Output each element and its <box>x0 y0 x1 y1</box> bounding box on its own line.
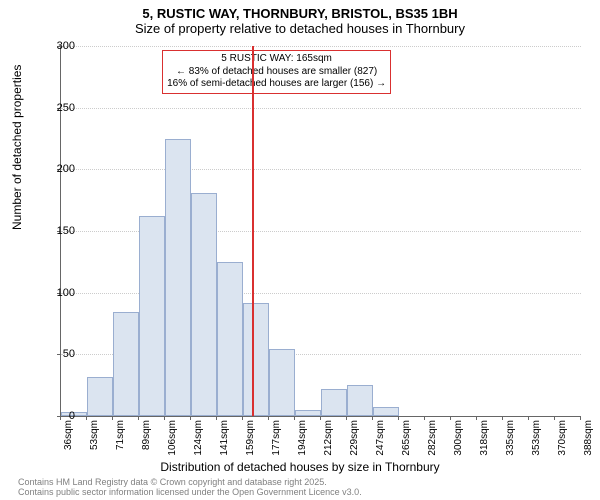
x-tick-mark <box>60 416 61 420</box>
annotation-line3: 16% of semi-detached houses are larger (… <box>167 78 386 91</box>
histogram-bar <box>347 385 373 416</box>
histogram-bar <box>295 410 321 416</box>
x-tick-label: 318sqm <box>479 420 490 456</box>
x-tick-label: 265sqm <box>401 420 412 456</box>
histogram-bar <box>217 262 243 416</box>
chart-title-line1: 5, RUSTIC WAY, THORNBURY, BRISTOL, BS35 … <box>0 0 600 21</box>
y-tick-label: 200 <box>35 163 75 175</box>
x-tick-mark <box>476 416 477 420</box>
x-tick-mark <box>450 416 451 420</box>
x-tick-mark <box>268 416 269 420</box>
y-tick-label: 250 <box>35 102 75 114</box>
annotation-box: 5 RUSTIC WAY: 165sqm ← 83% of detached h… <box>162 50 391 94</box>
x-tick-mark <box>346 416 347 420</box>
x-tick-label: 282sqm <box>427 420 438 456</box>
x-tick-mark <box>554 416 555 420</box>
histogram-bar <box>243 303 269 416</box>
x-tick-label: 212sqm <box>323 420 334 456</box>
x-tick-label: 141sqm <box>219 420 230 456</box>
x-tick-mark <box>580 416 581 420</box>
footer-attribution: Contains HM Land Registry data © Crown c… <box>18 478 362 498</box>
x-tick-mark <box>294 416 295 420</box>
x-tick-label: 370sqm <box>557 420 568 456</box>
histogram-bar <box>165 139 191 417</box>
x-tick-mark <box>528 416 529 420</box>
x-tick-label: 89sqm <box>141 420 152 450</box>
x-tick-mark <box>216 416 217 420</box>
histogram-bar <box>373 407 399 416</box>
x-tick-label: 53sqm <box>89 420 100 450</box>
x-tick-label: 71sqm <box>115 420 126 450</box>
x-tick-label: 247sqm <box>375 420 386 456</box>
x-tick-label: 353sqm <box>531 420 542 456</box>
chart-container: 5, RUSTIC WAY, THORNBURY, BRISTOL, BS35 … <box>0 0 600 500</box>
histogram-bar <box>87 377 113 416</box>
x-tick-mark <box>190 416 191 420</box>
histogram-bar <box>191 193 217 416</box>
x-tick-label: 335sqm <box>505 420 516 456</box>
annotation-line2: ← 83% of detached houses are smaller (82… <box>167 66 386 79</box>
x-tick-label: 229sqm <box>349 420 360 456</box>
x-tick-mark <box>138 416 139 420</box>
y-tick-label: 300 <box>35 40 75 52</box>
x-tick-label: 300sqm <box>453 420 464 456</box>
x-tick-mark <box>242 416 243 420</box>
x-tick-label: 36sqm <box>63 420 74 450</box>
x-axis-label: Distribution of detached houses by size … <box>0 460 600 474</box>
x-tick-mark <box>112 416 113 420</box>
x-tick-label: 194sqm <box>297 420 308 456</box>
histogram-bar <box>269 349 295 416</box>
x-tick-mark <box>164 416 165 420</box>
x-tick-label: 124sqm <box>193 420 204 456</box>
x-tick-label: 177sqm <box>271 420 282 456</box>
x-tick-mark <box>320 416 321 420</box>
y-tick-label: 150 <box>35 225 75 237</box>
plot-area: 5 RUSTIC WAY: 165sqm ← 83% of detached h… <box>60 46 581 417</box>
histogram-bar <box>321 389 347 416</box>
x-tick-mark <box>86 416 87 420</box>
y-tick-label: 50 <box>35 348 75 360</box>
reference-line <box>252 46 254 416</box>
x-tick-mark <box>502 416 503 420</box>
x-tick-label: 159sqm <box>245 420 256 456</box>
x-tick-label: 106sqm <box>167 420 178 456</box>
grid-line <box>61 169 581 170</box>
x-tick-mark <box>372 416 373 420</box>
y-axis-label: Number of detached properties <box>10 65 24 230</box>
chart-title-line2: Size of property relative to detached ho… <box>0 21 600 40</box>
grid-line <box>61 108 581 109</box>
histogram-bar <box>113 312 139 416</box>
x-tick-label: 388sqm <box>583 420 594 456</box>
y-tick-label: 100 <box>35 287 75 299</box>
histogram-bar <box>139 216 165 416</box>
grid-line <box>61 46 581 47</box>
x-tick-mark <box>424 416 425 420</box>
x-tick-mark <box>398 416 399 420</box>
annotation-line1: 5 RUSTIC WAY: 165sqm <box>167 53 386 66</box>
footer-line2: Contains public sector information licen… <box>18 488 362 498</box>
